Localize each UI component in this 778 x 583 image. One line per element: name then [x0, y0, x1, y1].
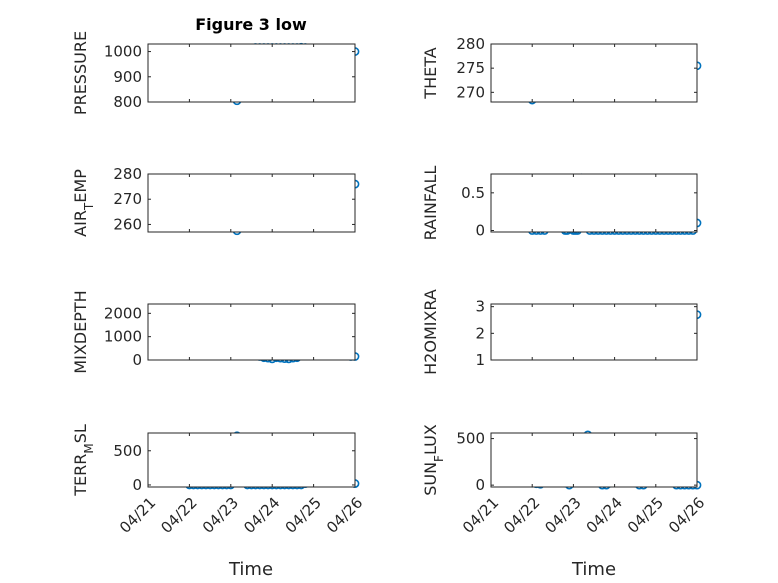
- subplot-2: 270 275 280 THETA: [421, 35, 702, 105]
- axes-frame: [147, 173, 356, 233]
- y-tick-label: 275: [456, 59, 485, 77]
- x-tick-label: 04/25: [282, 494, 325, 537]
- x-tick-label: 04/24: [240, 494, 283, 537]
- x-tick-label: 04/21: [116, 494, 159, 537]
- axes-frame: [490, 173, 698, 233]
- y-tick-label: 1000: [104, 43, 142, 61]
- y-axis-label: TERRMSL: [71, 424, 96, 497]
- y-axis-label: AIRTEMP: [71, 169, 96, 237]
- axes-frame: [147, 43, 356, 103]
- x-tick-label: 04/22: [500, 494, 543, 537]
- y-axis-label: SUNFLUX: [421, 424, 446, 496]
- axes-frame: [490, 303, 698, 361]
- subplot-1: 800 900 1000 PRESSURE: [71, 31, 360, 115]
- x-tick-label: 04/23: [199, 494, 242, 537]
- y-tick-label: 2: [475, 324, 485, 342]
- y-tick-label: 1: [475, 351, 485, 369]
- subplot-6: 1 2 3 H2OMIXRA: [421, 289, 702, 375]
- subplot-3: 260 270 280 AIRTEMP: [71, 165, 360, 237]
- y-tick-label: 280: [456, 35, 485, 53]
- y-tick-label: 500: [456, 430, 485, 448]
- axes-frame: [147, 303, 356, 361]
- x-tick-label: 04/24: [583, 494, 626, 537]
- y-tick-label: 1000: [104, 328, 142, 346]
- y-tick-label: 0: [132, 476, 142, 494]
- y-tick-label: 270: [113, 190, 142, 208]
- x-tick-label: 04/26: [665, 494, 708, 537]
- x-axis-label-right: Time: [571, 559, 616, 580]
- x-tick-label: 04/23: [541, 494, 584, 537]
- y-tick-label: 0.5: [461, 184, 485, 202]
- subplot-5: 0 1000 2000 MIXDEPTH: [71, 290, 360, 374]
- y-tick-label: 270: [456, 83, 485, 101]
- y-tick-label: 800: [113, 93, 142, 111]
- y-tick-label: 0: [475, 221, 485, 239]
- y-axis-label: RAINFALL: [421, 166, 440, 241]
- y-tick-label: 0: [132, 351, 142, 369]
- y-tick-label: 500: [113, 442, 142, 460]
- x-axis-label-left: Time: [228, 559, 273, 580]
- x-tick-label: 04/22: [157, 494, 200, 537]
- x-tick-label: 04/26: [323, 494, 366, 537]
- axes-frame: [490, 432, 698, 488]
- y-tick-label: 0: [475, 476, 485, 494]
- axes-frame: [490, 43, 698, 103]
- y-tick-label: 2000: [104, 304, 142, 322]
- subplot-4: 0 0.5 RAINFALL: [421, 166, 702, 241]
- y-tick-label: 3: [475, 298, 485, 316]
- x-tick-label: 04/25: [624, 494, 667, 537]
- y-tick-label: 280: [113, 165, 142, 183]
- figure-title: Figure 3 low: [195, 15, 307, 34]
- y-axis-label: THETA: [421, 47, 440, 99]
- axes-frame: [147, 432, 356, 488]
- y-tick-label: 900: [113, 68, 142, 86]
- y-tick-label: 260: [113, 215, 142, 233]
- y-axis-label: PRESSURE: [71, 31, 90, 115]
- x-tick-label: 04/21: [459, 494, 502, 537]
- y-axis-label: H2OMIXRA: [421, 289, 440, 375]
- y-axis-label: MIXDEPTH: [71, 290, 90, 373]
